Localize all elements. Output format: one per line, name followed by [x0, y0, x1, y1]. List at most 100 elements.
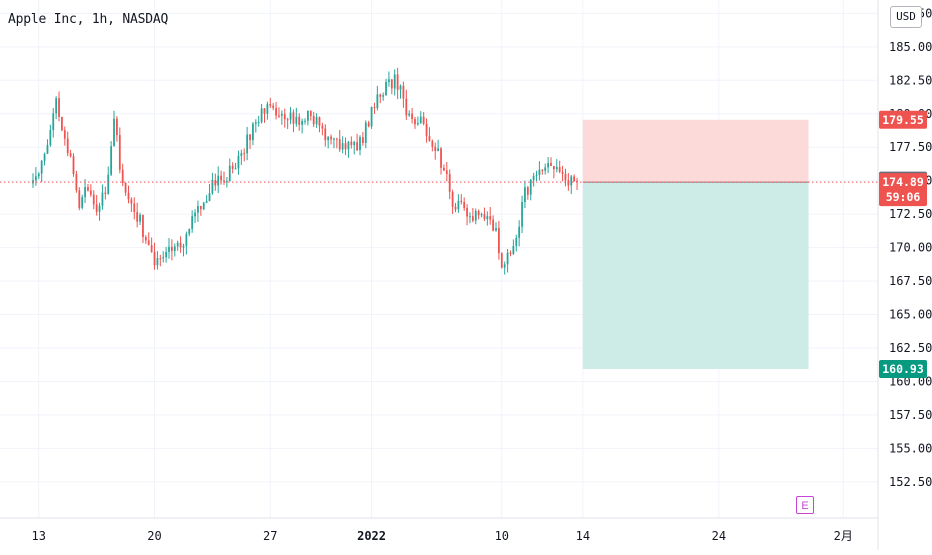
candle-up	[205, 200, 208, 203]
candle-up	[84, 187, 86, 198]
candle-up	[197, 205, 199, 213]
candle-up	[521, 202, 523, 227]
candle-down	[66, 138, 69, 154]
target-price-tag: 160.93	[882, 362, 924, 376]
candle-down	[144, 237, 147, 241]
candle-down	[526, 187, 529, 195]
candle-up	[437, 148, 440, 152]
candle-up	[37, 173, 40, 177]
candle-down	[500, 253, 503, 268]
candle-down	[471, 216, 474, 221]
candle-down	[92, 194, 95, 205]
candle-down	[292, 112, 295, 124]
candle-up	[98, 205, 101, 212]
candle-down	[440, 148, 442, 168]
price-axis-label: 162.50	[889, 341, 932, 355]
candle-down	[498, 227, 500, 254]
candle-down	[95, 204, 98, 212]
take-profit-zone	[582, 182, 809, 370]
candle-up	[506, 252, 509, 265]
candle-up	[388, 79, 390, 82]
candle-down	[263, 108, 266, 114]
candle-down	[567, 180, 570, 186]
candle-up	[101, 192, 104, 206]
candle-down	[272, 105, 275, 108]
candle-down	[443, 167, 445, 171]
candle-down	[127, 192, 130, 200]
candle-down	[466, 208, 468, 217]
candle-up	[538, 169, 541, 176]
candle-down	[170, 246, 173, 251]
candle-up	[486, 216, 489, 220]
candle-up	[333, 138, 335, 140]
candle-up	[304, 120, 306, 122]
candle-down	[356, 142, 359, 151]
candle-down	[434, 146, 437, 152]
candle-up	[347, 141, 350, 150]
candle-up	[246, 134, 249, 154]
candle-up	[301, 120, 304, 125]
candle-up	[364, 122, 367, 143]
candle-down	[373, 107, 376, 109]
candle-down	[396, 74, 399, 90]
candle-up	[469, 216, 471, 218]
candle-up	[176, 242, 179, 247]
candle-down	[321, 125, 324, 129]
candle-up	[532, 176, 535, 180]
candle-up	[182, 245, 185, 248]
candle-up	[515, 237, 518, 246]
candle-down	[130, 199, 133, 204]
candle-down	[390, 79, 393, 89]
currency-button[interactable]: USD	[890, 6, 922, 28]
candle-down	[509, 252, 512, 254]
candle-down	[561, 171, 564, 174]
candle-down	[147, 240, 150, 246]
candle-down	[121, 169, 124, 183]
candle-up	[544, 167, 547, 171]
candle-down	[72, 156, 75, 174]
candle-down	[124, 182, 127, 193]
candle-down	[405, 98, 408, 116]
candle-down	[414, 119, 416, 125]
candle-down	[344, 143, 347, 150]
candle-up	[234, 168, 237, 170]
candle-down	[454, 206, 457, 210]
candle-down	[243, 153, 246, 155]
stop-price-tag-bg	[879, 110, 927, 129]
candle-up	[110, 146, 113, 175]
candle-up	[376, 94, 379, 109]
candle-up	[518, 226, 521, 238]
candle-up	[419, 116, 422, 123]
candle-down	[324, 128, 327, 141]
candle-up	[416, 122, 419, 125]
candle-up	[257, 122, 260, 124]
candle-down	[63, 130, 66, 139]
candle-down	[448, 173, 451, 192]
candle-down	[460, 200, 463, 203]
candle-down	[116, 118, 118, 135]
candle-down	[483, 214, 486, 220]
candle-down	[558, 167, 561, 172]
candle-up	[254, 122, 257, 124]
candle-up	[480, 214, 483, 216]
candle-down	[350, 141, 353, 146]
candle-up	[524, 187, 526, 203]
candle-down	[425, 123, 428, 136]
earnings-icon[interactable]: E	[796, 496, 814, 514]
candle-up	[547, 162, 549, 168]
candle-up	[107, 174, 110, 194]
candle-down	[330, 136, 332, 140]
price-axis-label: 177.50	[889, 140, 932, 154]
candle-up	[503, 264, 506, 268]
candle-up	[156, 258, 159, 266]
candle-up	[173, 246, 176, 251]
candle-down	[312, 116, 315, 125]
candle-up	[139, 214, 141, 222]
candle-down	[318, 117, 321, 126]
candle-up	[185, 234, 188, 246]
candle-down	[214, 180, 217, 186]
candle-down	[564, 173, 567, 181]
